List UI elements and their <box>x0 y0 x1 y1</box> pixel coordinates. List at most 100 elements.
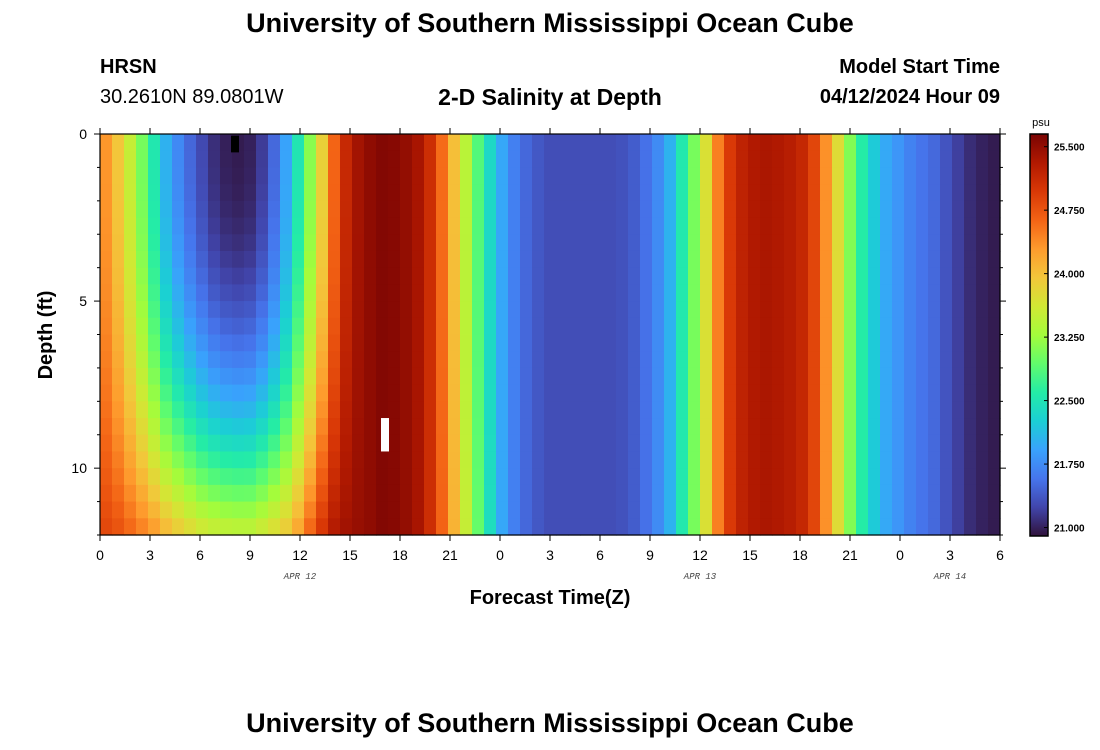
heatmap-cell <box>580 468 593 486</box>
heatmap-cell <box>964 317 977 336</box>
heatmap-cell <box>100 468 113 486</box>
heatmap-cell <box>640 284 653 302</box>
heatmap-cell <box>448 317 461 336</box>
heatmap-cell <box>616 384 629 402</box>
heatmap-cell <box>472 167 485 185</box>
heatmap-cell <box>292 451 305 469</box>
heatmap-cell <box>244 501 257 519</box>
heatmap-cell <box>136 334 149 352</box>
heatmap-cell <box>196 184 209 202</box>
heatmap-cell <box>376 167 389 185</box>
heatmap-cell <box>676 217 689 235</box>
heatmap-cell <box>832 401 845 419</box>
heatmap-cell <box>712 184 725 202</box>
heatmap-cell <box>460 184 473 202</box>
heatmap-cell <box>232 150 245 169</box>
heatmap-cell <box>148 418 161 436</box>
heatmap-cell <box>592 250 605 269</box>
heatmap-cell <box>436 434 449 453</box>
heatmap-cell <box>244 184 257 202</box>
heatmap-cell <box>592 184 605 202</box>
heatmap-cell <box>508 434 521 453</box>
heatmap-cell <box>340 484 353 503</box>
heatmap-cell <box>652 334 665 352</box>
heatmap-cell <box>256 468 269 486</box>
heatmap-cell <box>640 434 653 453</box>
heatmap-cell <box>988 200 1001 219</box>
heatmap-cell <box>748 367 761 386</box>
heatmap-cell <box>100 200 113 219</box>
x-tick-label: 21 <box>442 547 458 563</box>
heatmap-cell <box>568 418 581 436</box>
heatmap-cell <box>940 367 953 386</box>
heatmap-cell <box>916 184 929 202</box>
heatmap-cell <box>388 167 401 185</box>
heatmap-cell <box>604 200 617 219</box>
heatmap-cell <box>808 351 821 369</box>
heatmap-cell <box>328 234 341 252</box>
heatmap-cell <box>772 150 785 169</box>
heatmap-cell <box>316 418 329 436</box>
heatmap-cell <box>568 184 581 202</box>
heatmap-cell <box>520 351 533 369</box>
heatmap-cell <box>436 184 449 202</box>
heatmap-cell <box>520 418 533 436</box>
heatmap-cell <box>256 518 269 536</box>
heatmap-cell <box>952 284 965 302</box>
heatmap-cell <box>496 250 509 269</box>
heatmap-cell <box>616 200 629 219</box>
heatmap-cell <box>976 250 989 269</box>
heatmap-cell <box>196 501 209 519</box>
heatmap-cell <box>436 518 449 536</box>
heatmap-cell <box>832 468 845 486</box>
heatmap-cell <box>736 367 749 386</box>
heatmap-cell <box>196 317 209 336</box>
heatmap-cell <box>184 384 197 402</box>
heatmap-cell <box>112 167 125 185</box>
heatmap-cell <box>976 134 989 152</box>
heatmap-cell <box>424 518 437 536</box>
heatmap-cell <box>100 267 113 285</box>
heatmap-cell <box>400 367 413 386</box>
heatmap-cell <box>580 518 593 536</box>
heatmap-cell <box>232 401 245 419</box>
heatmap-cell <box>220 317 233 336</box>
heatmap-cell <box>232 217 245 235</box>
heatmap-cell <box>508 518 521 536</box>
heatmap-cell <box>460 451 473 469</box>
heatmap-cell <box>964 518 977 536</box>
heatmap-cell <box>688 418 701 436</box>
heatmap-cell <box>340 150 353 169</box>
heatmap-cell <box>196 334 209 352</box>
heatmap-cell <box>652 167 665 185</box>
heatmap-cell <box>964 451 977 469</box>
heatmap-cell <box>676 134 689 152</box>
heatmap-cell <box>172 334 185 352</box>
heatmap-cell <box>244 384 257 402</box>
heatmap-cell <box>364 150 377 169</box>
heatmap-cell <box>448 200 461 219</box>
heatmap-cell <box>400 150 413 169</box>
heatmap-cell <box>892 384 905 402</box>
heatmap-cell <box>808 468 821 486</box>
heatmap-cell <box>496 234 509 252</box>
heatmap-cell <box>760 301 773 319</box>
heatmap-cell <box>916 518 929 536</box>
heatmap-cell <box>700 301 713 319</box>
heatmap-cell <box>268 468 281 486</box>
heatmap-cell <box>820 334 833 352</box>
heatmap-cell <box>616 468 629 486</box>
heatmap-cell <box>400 418 413 436</box>
heatmap-cell <box>232 301 245 319</box>
heatmap-cell <box>592 367 605 386</box>
heatmap-cell <box>748 184 761 202</box>
heatmap-cell <box>844 250 857 269</box>
heatmap-cell <box>796 384 809 402</box>
heatmap-cell <box>172 301 185 319</box>
heatmap-cell <box>724 150 737 169</box>
heatmap-cell <box>544 301 557 319</box>
heatmap-cell <box>460 384 473 402</box>
heatmap-cell <box>604 250 617 269</box>
heatmap-cell <box>880 134 893 152</box>
heatmap-cell <box>388 267 401 285</box>
